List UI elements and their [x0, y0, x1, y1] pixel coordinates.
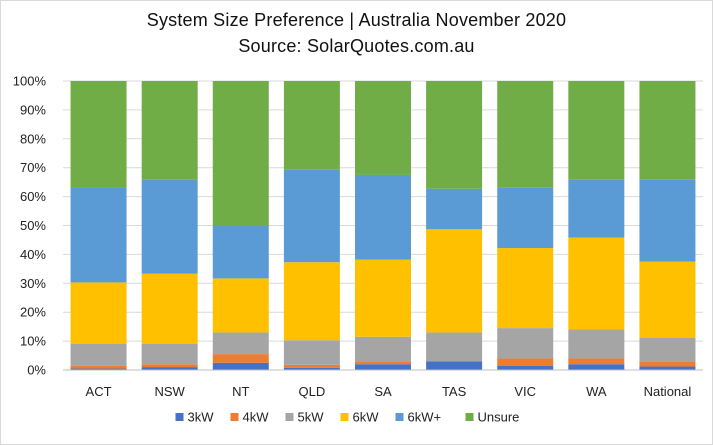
x-tick-label: VIC	[514, 384, 536, 399]
bar-segment	[568, 81, 625, 180]
y-tick-label: 60%	[20, 189, 46, 204]
bar-segment	[355, 174, 411, 260]
chart-subtitle: Source: SolarQuotes.com.au	[238, 36, 475, 56]
bar-segment	[639, 337, 696, 362]
bar-segment	[141, 81, 198, 180]
y-tick-label: 90%	[20, 102, 46, 117]
bar-segment	[141, 364, 198, 368]
y-tick-label: 70%	[20, 160, 46, 175]
bar-segment	[639, 361, 696, 367]
bar-segment	[568, 329, 625, 359]
x-tick-label: QLD	[299, 384, 326, 399]
bar-segment	[497, 248, 554, 329]
bar-segment	[70, 81, 127, 188]
y-tick-label: 80%	[20, 131, 46, 146]
bar-segment	[212, 225, 269, 279]
bar-segment	[70, 282, 127, 344]
bar-segment	[568, 358, 625, 365]
y-tick-label: 40%	[20, 247, 46, 262]
legend-swatch	[340, 413, 349, 421]
legend-label: 4kW	[243, 410, 270, 425]
bar-segment	[283, 364, 340, 368]
bar-segment	[212, 81, 269, 226]
y-tick-label: 50%	[20, 218, 46, 233]
y-tick-label: 30%	[20, 276, 46, 291]
bar-segment	[355, 336, 411, 362]
bar-segment	[283, 81, 340, 170]
legend-label: 6kW+	[408, 410, 442, 425]
bar-segment	[568, 237, 625, 330]
bar-segment	[212, 332, 269, 355]
bar-segment	[141, 367, 198, 370]
bar-segment	[639, 179, 696, 262]
chart-title: System Size Preference | Australia Novem…	[146, 10, 567, 30]
legend-label: 5kW	[298, 410, 325, 425]
bar-segment	[70, 365, 127, 369]
bar-segment	[283, 340, 340, 365]
bar-segment	[639, 81, 696, 180]
bar-segment	[639, 366, 696, 370]
bar-segment	[497, 365, 554, 370]
bar-segment	[283, 367, 340, 370]
legend-label: 6kW	[353, 410, 380, 425]
bar-segment	[355, 361, 411, 365]
y-tick-label: 0%	[27, 363, 46, 378]
bar-segment	[497, 328, 554, 359]
y-tick-label: 20%	[20, 305, 46, 320]
bar-segment	[283, 169, 340, 263]
legend-swatch	[230, 413, 239, 421]
legend-label: Unsure	[478, 410, 520, 425]
bar-segment	[355, 259, 411, 337]
bar-segment	[497, 187, 554, 249]
bar-segment	[141, 343, 198, 365]
legend-swatch	[465, 413, 474, 421]
bar-segment	[497, 358, 554, 366]
x-tick-label: NSW	[154, 384, 185, 399]
bar-segment	[141, 179, 198, 274]
x-tick-label: TAS	[442, 384, 467, 399]
x-tick-label: National	[644, 384, 692, 399]
x-tick-label: ACT	[86, 384, 112, 399]
y-tick-label: 10%	[20, 334, 46, 349]
x-tick-label: SA	[374, 384, 392, 399]
bar-segment	[639, 261, 696, 338]
bar-segment	[70, 187, 127, 283]
bar-segment	[212, 362, 269, 370]
x-tick-label: NT	[232, 384, 249, 399]
y-tick-label: 100%	[13, 74, 47, 89]
bar-segment	[70, 343, 127, 366]
bar-segment	[212, 354, 269, 363]
bar-segment	[426, 188, 483, 230]
bar-segment	[568, 364, 625, 370]
bar-segment	[426, 332, 483, 362]
bar-segment	[497, 81, 554, 188]
bar-segment	[355, 81, 411, 175]
bar-segment	[355, 364, 411, 370]
x-tick-label: WA	[586, 384, 607, 399]
legend-swatch	[395, 413, 404, 421]
bar-segment	[426, 229, 483, 333]
legend-swatch	[175, 413, 184, 421]
bar-segment	[426, 361, 483, 370]
legend-swatch	[285, 413, 294, 421]
bar-segment	[212, 278, 269, 333]
bar-segment	[426, 81, 483, 189]
bar-segment	[568, 179, 625, 238]
bar-segment	[283, 262, 340, 341]
bar-segment	[70, 368, 127, 370]
bar-segment	[141, 273, 198, 344]
legend-label: 3kW	[188, 410, 215, 425]
